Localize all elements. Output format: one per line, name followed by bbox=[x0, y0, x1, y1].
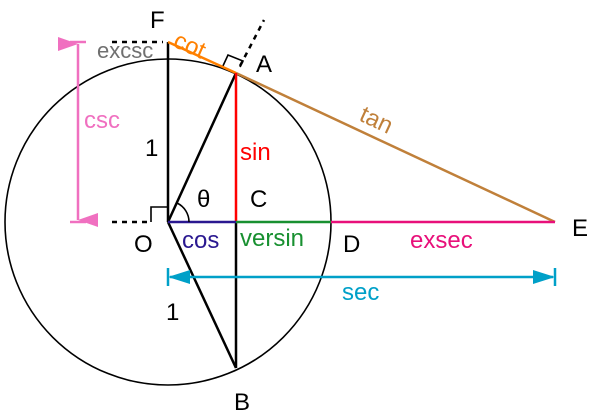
label-cos: cos bbox=[182, 227, 219, 254]
label-radius-1-upper: 1 bbox=[145, 135, 158, 162]
label-excsc: excsc bbox=[97, 38, 153, 63]
radius-OB bbox=[166, 221, 238, 369]
right-angle-mark-O bbox=[150, 206, 168, 222]
label-A: A bbox=[256, 51, 272, 78]
label-sec: sec bbox=[342, 279, 379, 306]
label-csc: csc bbox=[84, 107, 120, 134]
label-sin: sin bbox=[240, 139, 271, 166]
dotted-radius-extension bbox=[238, 19, 266, 67]
label-O: O bbox=[134, 231, 153, 258]
label-C: C bbox=[250, 186, 267, 213]
label-radius-1-lower: 1 bbox=[166, 299, 179, 326]
tan-segment bbox=[235, 71, 556, 224]
label-theta: θ bbox=[197, 186, 210, 213]
label-E: E bbox=[572, 215, 588, 242]
label-tan: tan bbox=[355, 101, 397, 140]
label-versin: versin bbox=[240, 225, 304, 252]
label-B: B bbox=[234, 389, 250, 416]
label-F: F bbox=[150, 7, 165, 34]
label-exsec: exsec bbox=[410, 227, 473, 254]
right-angle-mark-A bbox=[221, 53, 245, 69]
theta-arc bbox=[176, 202, 190, 223]
label-D: D bbox=[343, 231, 360, 258]
cot-segment bbox=[167, 40, 237, 75]
radius-OA bbox=[166, 72, 238, 223]
